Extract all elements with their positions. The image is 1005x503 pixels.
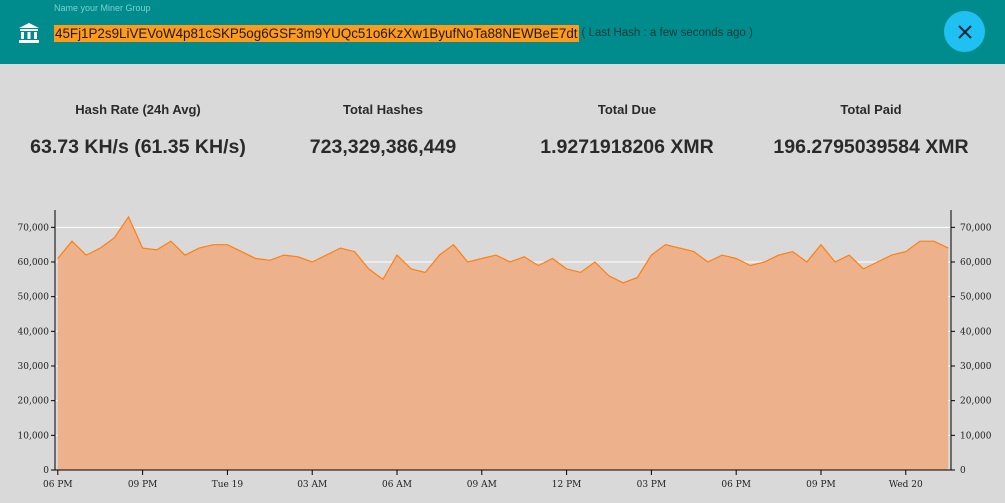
x-tick-label: 09 PM	[806, 480, 836, 490]
y-tick-label-left: 50,000	[18, 293, 50, 303]
stat-total-due: Total Due 1.9271918206 XMR	[502, 98, 752, 159]
hashrate-line	[57, 215, 949, 284]
x-tick-label: 06 AM	[382, 480, 412, 490]
stat-value: 63.73 KH/s (61.35 KH/s)	[30, 136, 246, 158]
hashrate-chart-svg: 0 0 10,000 10,000 20,000 20,000 30,000 30,000 40…	[18, 210, 992, 490]
x-tick-label: 06 PM	[721, 480, 751, 490]
stats-panel: Hash Rate (24h Avg) 63.73 KH/s (61.35 KH…	[0, 98, 1005, 168]
y-tick-label-left: 40,000	[18, 327, 50, 337]
y-tick-label-left: 0	[43, 466, 49, 476]
wallet-address[interactable]: 45Fj1P2s9LiVEVoW4p81cSKP5og6GSF3m9YUQc51…	[54, 24, 579, 42]
y-tick-label-right: 60,000	[960, 258, 992, 268]
stat-value: 1.9271918206 XMR	[540, 136, 714, 158]
y-tick-label-right: 10,000	[960, 431, 992, 441]
x-tick-label: 09 PM	[128, 480, 158, 490]
x-tick-label: 09 AM	[467, 480, 497, 490]
x-tick-label: 03 AM	[297, 480, 327, 490]
y-tick-label-left: 10,000	[18, 431, 50, 441]
close-icon	[957, 24, 972, 39]
stat-value: 723,329,386,449	[309, 136, 457, 158]
stat-label: Total Hashes	[343, 102, 423, 117]
bank-icon	[19, 23, 39, 43]
y-tick-label-right: 20,000	[960, 397, 992, 407]
stat-total-hashes: Total Hashes 723,329,386,449	[258, 98, 508, 159]
stat-label: Total Paid	[840, 102, 902, 117]
y-tick-label-right: 50,000	[960, 293, 992, 303]
stat-label: Hash Rate (24h Avg)	[75, 102, 201, 117]
address-row: 45Fj1P2s9LiVEVoW4p81cSKP5og6GSF3m9YUQc51…	[54, 24, 753, 42]
x-tick-label: 06 PM	[43, 480, 73, 490]
miner-header: Name your Miner Group 45Fj1P2s9LiVEVoW4p…	[0, 0, 1005, 64]
hashrate-chart: 0 0 10,000 10,000 20,000 20,000 30,000 30,000 40…	[0, 205, 1005, 503]
close-button[interactable]	[944, 11, 985, 52]
hashrate-area	[57, 216, 949, 470]
x-tick-label: Tue 19	[212, 480, 244, 490]
x-tick-label: 12 PM	[552, 480, 582, 490]
miner-group-name-input[interactable]: Name your Miner Group	[54, 3, 151, 13]
y-tick-label-right: 30,000	[960, 362, 992, 372]
y-tick-label-left: 30,000	[18, 362, 50, 372]
stat-total-paid: Total Paid 196.2795039584 XMR	[746, 98, 996, 159]
stat-label: Total Due	[597, 102, 657, 117]
y-tick-label-left: 20,000	[18, 397, 50, 407]
stat-value: 196.2795039584 XMR	[773, 136, 969, 158]
y-tick-label-right: 0	[960, 466, 966, 476]
y-tick-label-left: 60,000	[18, 258, 50, 268]
y-tick-label-right: 70,000	[960, 223, 992, 233]
stat-hash-rate: Hash Rate (24h Avg) 63.73 KH/s (61.35 KH…	[13, 98, 263, 159]
last-hash-status: ( Last Hash : a few seconds ago )	[581, 27, 753, 39]
x-tick-label: 03 PM	[637, 480, 667, 490]
y-tick-label-right: 40,000	[960, 327, 992, 337]
x-tick-label: Wed 20	[889, 480, 923, 490]
y-tick-label-left: 70,000	[18, 223, 50, 233]
